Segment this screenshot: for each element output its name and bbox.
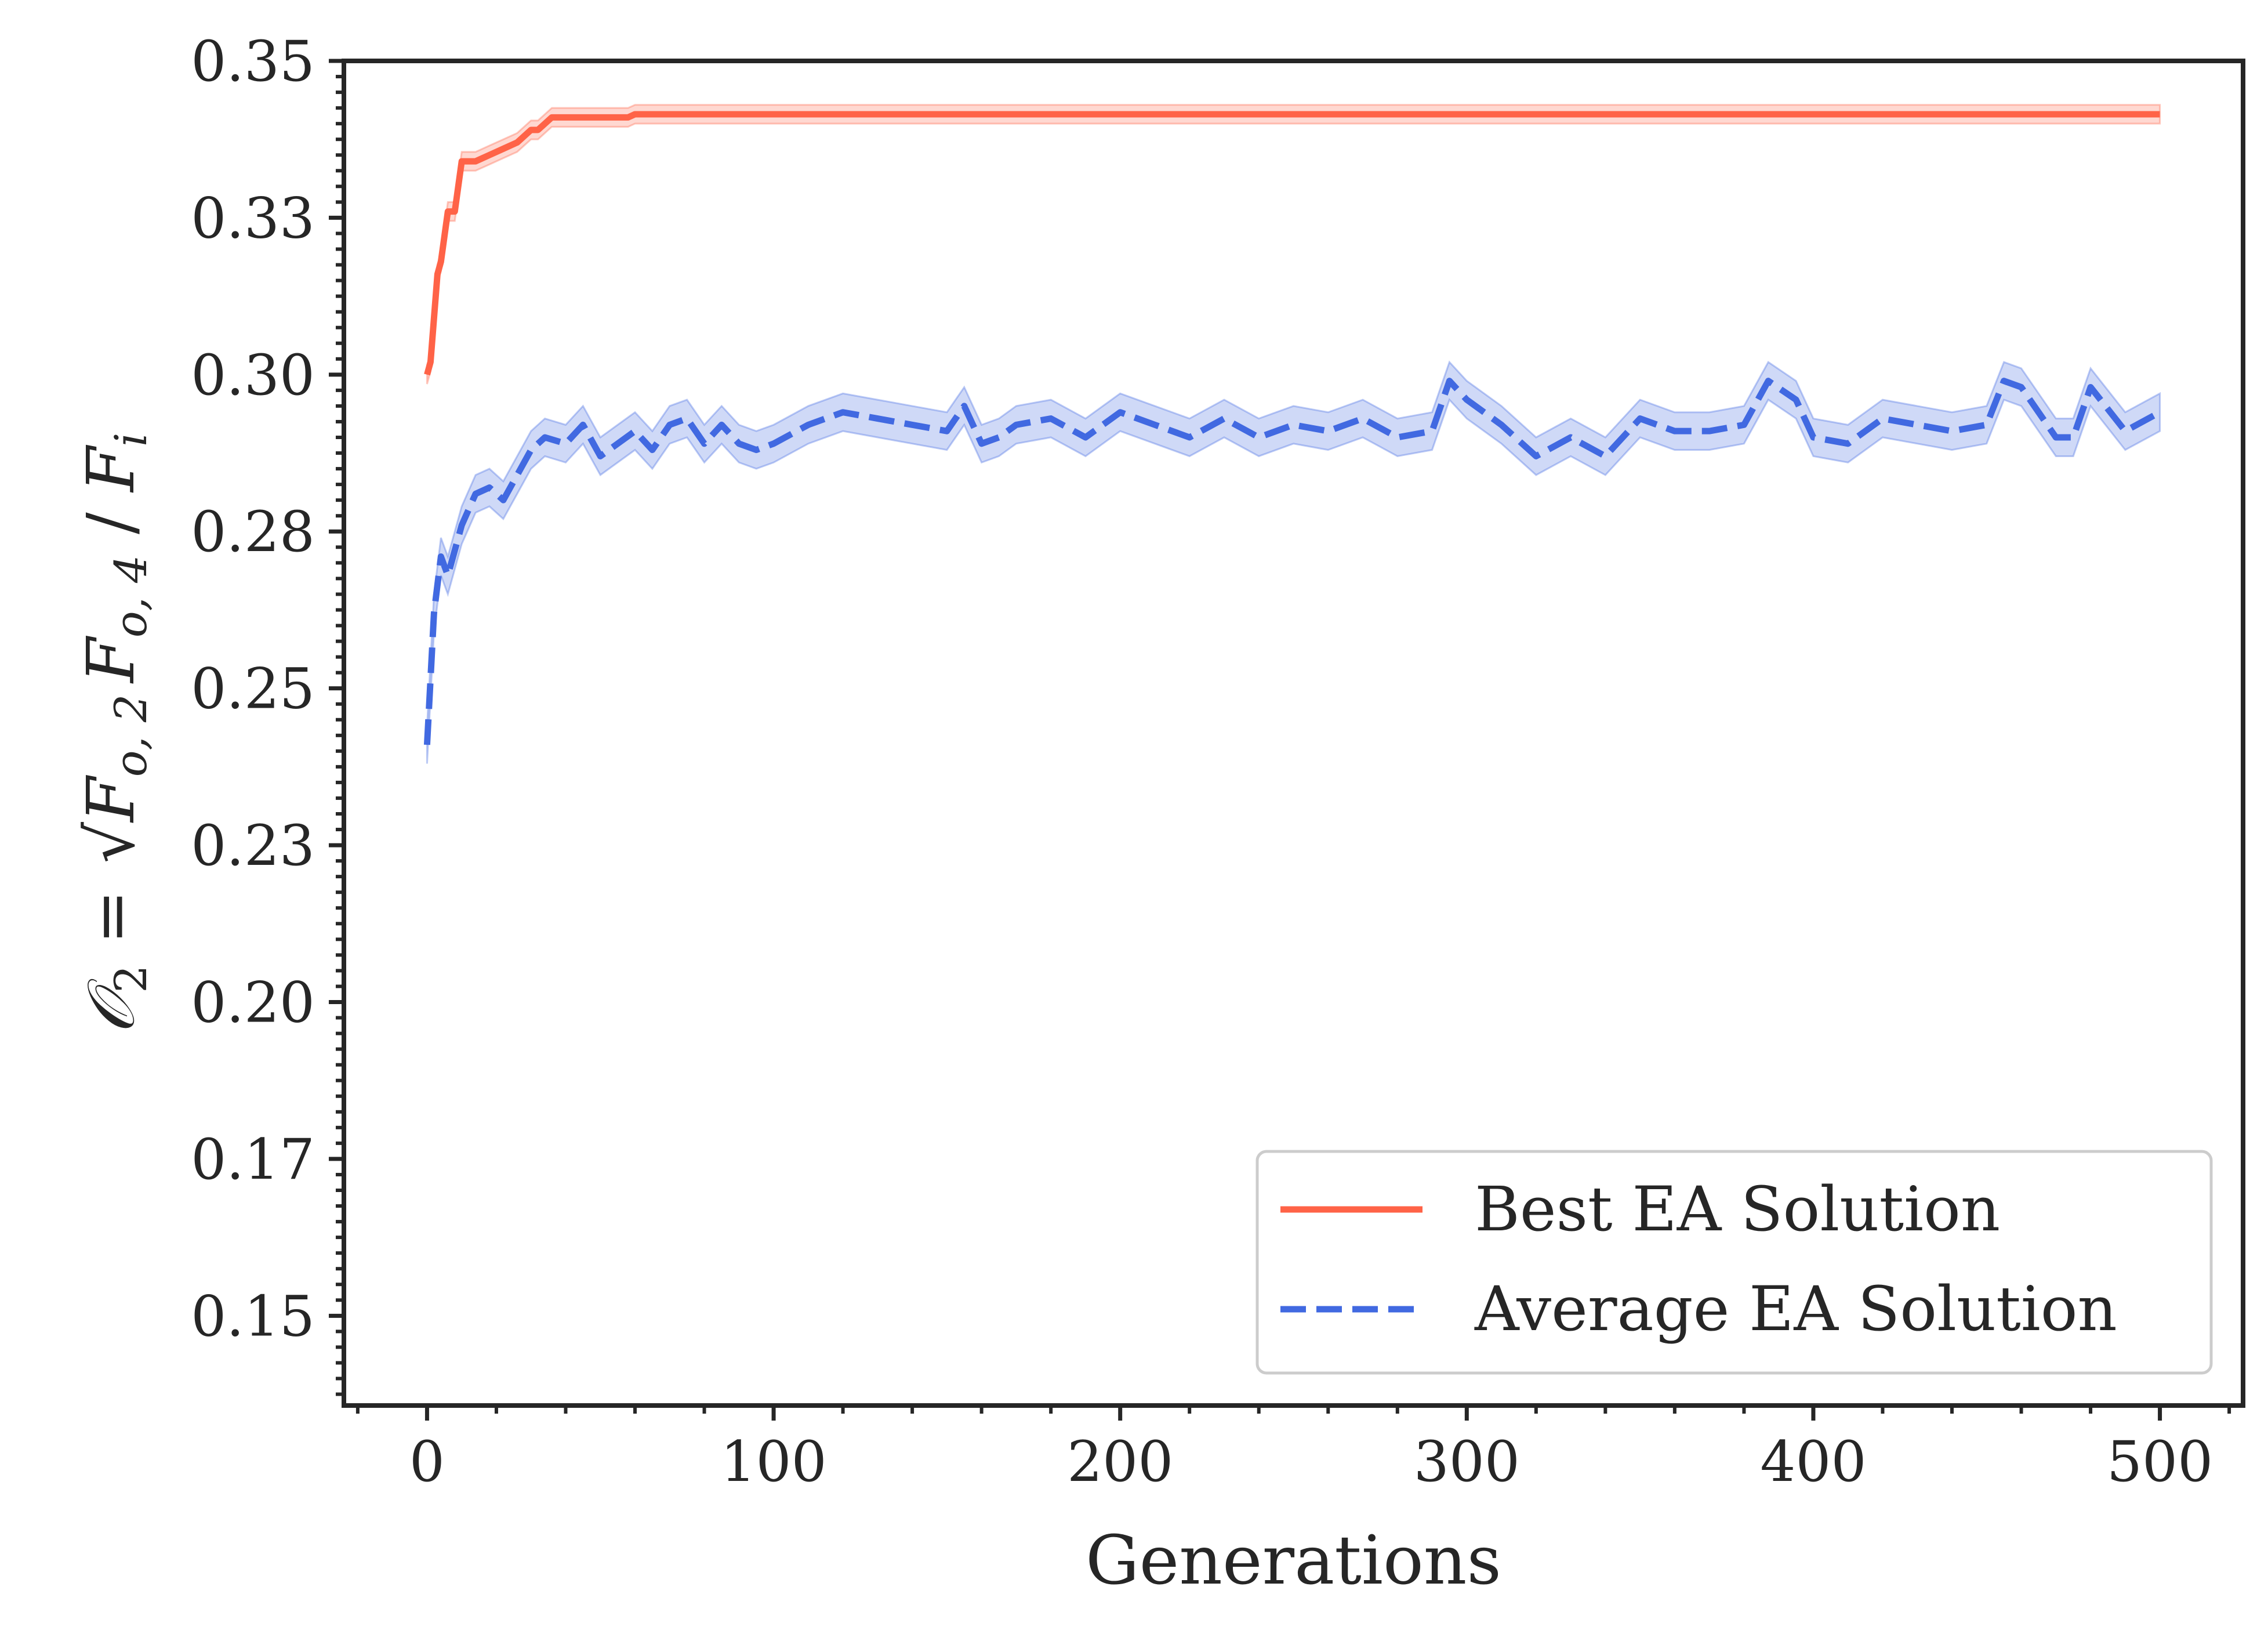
- ylabel-div: /: [74, 492, 149, 555]
- y-tick-label: 0.17: [191, 1127, 315, 1192]
- ylabel-term1: F: [74, 775, 149, 823]
- x-axis: 0 100 200 300 400 500: [355, 1406, 2231, 1494]
- series-band-1: [426, 104, 2161, 385]
- svg-text:𝒪2 = √Fo, 2Fo, 4 / Fi: 𝒪2 = √Fo, 2Fo, 4 / Fi: [74, 433, 157, 1034]
- y-tick-label: 0.15: [191, 1284, 315, 1349]
- y-tick-label: 0.35: [191, 29, 315, 94]
- ylabel-sqrt: √: [74, 821, 149, 863]
- x-tick-label: 400: [1760, 1429, 1866, 1494]
- ylabel-term1-sub: o, 2: [105, 694, 157, 777]
- y-axis-label: 𝒪2 = √Fo, 2Fo, 4 / Fi: [74, 433, 157, 1034]
- y-axis: 0.15 0.17 0.20 0.23 0.25 0.28 0.30 0.33 0.35: [191, 29, 344, 1396]
- y-tick-label: 0.33: [191, 186, 315, 251]
- legend-label-2: Average EA Solution: [1474, 1273, 2117, 1345]
- ylabel-lhs-sub: 2: [105, 965, 157, 993]
- series-line-1: [424, 111, 2160, 376]
- y-tick-label: 0.23: [191, 813, 315, 878]
- series-line-2: [423, 378, 2162, 745]
- y-tick-label: 0.20: [191, 970, 315, 1035]
- x-axis-label: Generations: [1086, 1522, 1501, 1600]
- confidence-bands: [426, 104, 2161, 764]
- ylabel-eq: =: [74, 869, 149, 965]
- ylabel-term2-sub: o, 4: [105, 555, 157, 637]
- legend: Best EA Solution Average EA Solution: [1255, 1150, 2213, 1375]
- legend-box: [1255, 1150, 2213, 1375]
- ylabel-term3: F: [74, 445, 149, 493]
- y-tick-label: 0.30: [191, 343, 315, 408]
- y-tick-label: 0.28: [191, 499, 315, 564]
- plot-frame: [342, 59, 2245, 1408]
- x-tick-label: 0: [409, 1429, 445, 1494]
- legend-label-1: Best EA Solution: [1475, 1173, 2000, 1245]
- series-band-2: [426, 360, 2161, 764]
- x-tick-label: 300: [1414, 1429, 1520, 1494]
- ylabel-term2: F: [74, 636, 149, 684]
- x-tick-label: 500: [2107, 1429, 2213, 1494]
- ylabel-term3-sub: i: [105, 433, 157, 447]
- x-tick-label: 200: [1067, 1429, 1173, 1494]
- series-lines: [423, 111, 2162, 745]
- x-tick-label: 100: [720, 1429, 826, 1494]
- y-tick-label: 0.25: [191, 657, 315, 722]
